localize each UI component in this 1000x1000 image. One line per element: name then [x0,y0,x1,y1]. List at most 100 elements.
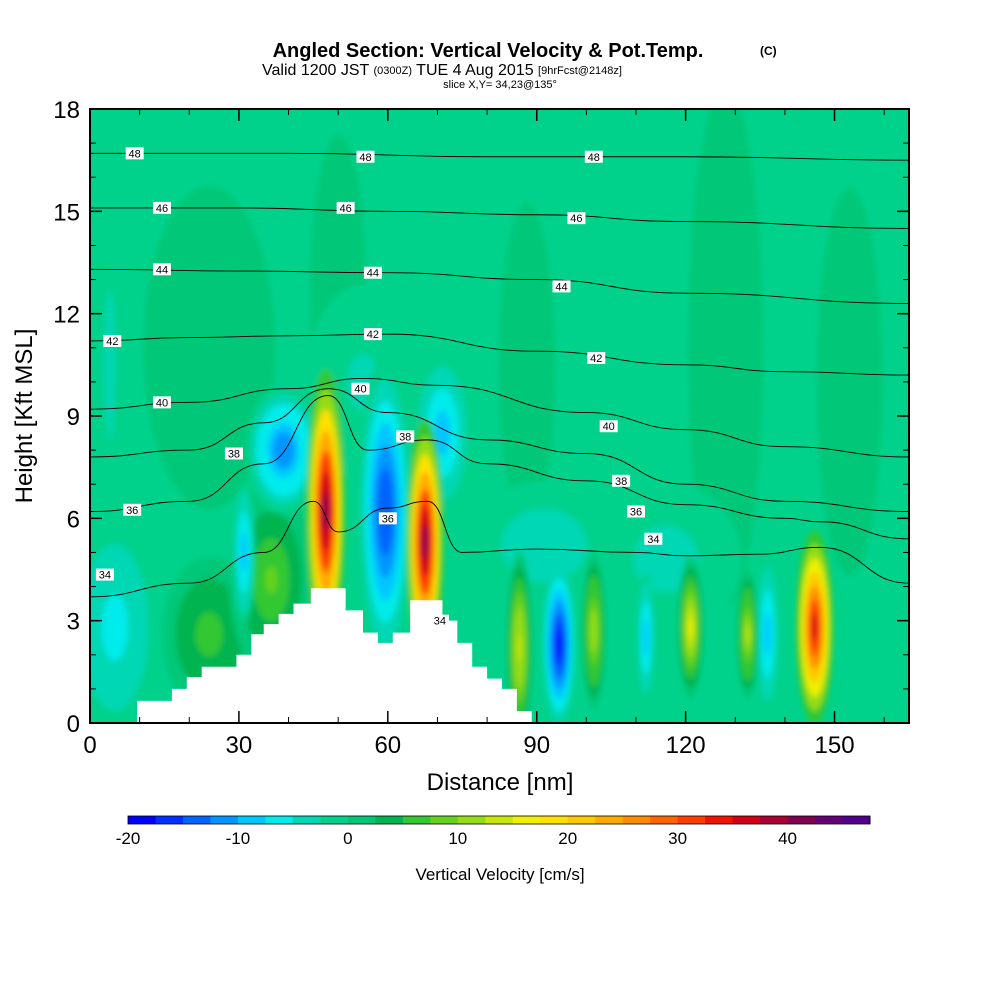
theta-contour-48 [90,152,909,161]
contour-label: 48 [588,152,600,164]
contour-label: 46 [156,203,168,215]
velocity-band [655,548,677,571]
colorbar-swatch [622,816,651,824]
contour-label: 42 [106,336,118,348]
colorbar-swatch [265,816,294,824]
contour-label: 46 [340,203,352,215]
colorbar-swatch [485,816,514,824]
colorbar-swatch [842,816,871,824]
contour-label-box [336,201,355,214]
x-tick-label: 90 [523,732,550,759]
velocity-cell [755,556,780,713]
x-axis-label: Distance [nm] [427,769,574,796]
colorbar-tick-label: 20 [558,829,577,848]
subtitle-run: [9hrFcst@2148z] [538,65,622,77]
contour-label-box [103,334,122,347]
contour-label-box [584,150,603,163]
y-tick-label: 3 [67,609,80,636]
colorbar-swatch [375,816,404,824]
colorbar-swatch [155,816,184,824]
colorbar-swatch [457,816,486,824]
colorbar-tick-label: -20 [116,829,141,848]
colorbar-tick-label: -10 [226,829,251,848]
velocity-band [202,623,216,646]
velocity-band [556,633,562,656]
contour-label-box [152,396,171,409]
velocity-band [522,341,531,388]
velocity-cell [506,550,533,723]
velocity-cell [677,556,704,699]
velocity-band [644,628,648,647]
velocity-band [278,440,289,460]
velocity-cell [143,185,276,510]
contour-label-box [567,212,586,225]
y-tick-label: 12 [53,302,80,329]
contour-label: 40 [354,384,366,396]
velocity-cell [232,481,256,624]
colorbar-tick-label: 10 [448,829,467,848]
contour-label-box [599,420,618,433]
theta-contour-46 [90,207,909,229]
subtitle-utc: (0300Z) [373,65,412,77]
x-tick-label: 150 [815,732,855,759]
contour-label: 38 [615,476,627,488]
chart-title: Angled Section: Vertical Velocity & Pot.… [273,40,704,62]
theta-contour-44 [90,268,909,304]
colorbar: -20 -10 0 10 20 30 40 [116,815,871,848]
subtitle-slice: slice X,Y= 34,23@135° [443,79,557,91]
contour-label-box [351,382,370,395]
y-tick-label: 15 [53,199,80,226]
colorbar-swatch [128,816,156,824]
contour-label: 34 [99,570,111,582]
velocity-band [108,610,122,645]
colorbar-swatch [595,816,624,824]
colorbar-swatch [650,816,679,824]
velocity-band [242,542,246,563]
subtitle-date: TUE 4 Aug 2015 [416,62,534,79]
velocity-cell [581,553,607,709]
velocity-band [381,489,390,534]
velocity-band [719,310,731,385]
contour-label-box [396,430,415,443]
contour-label-box [125,147,144,160]
velocity-band [688,617,693,638]
theta-contours [90,152,909,598]
contour-label: 34 [647,534,659,546]
contour-label: 44 [367,268,379,280]
contour-label: 48 [129,148,141,160]
contour-label-box [95,568,114,581]
contour-label: 36 [126,505,138,517]
velocity-band [265,565,278,594]
velocity-cell [498,202,556,527]
velocity-band [844,354,855,410]
x-tick-label: 60 [374,732,401,759]
theta-contour-42 [90,333,909,376]
contour-label-box [612,474,631,487]
velocity-band [592,619,596,643]
y-tick-label: 0 [67,711,80,738]
contour-label-box [627,505,645,518]
x-tick-label: 120 [666,732,706,759]
velocity-cell [816,187,883,577]
theta-contour-38 [90,388,909,512]
contour-label-box [152,263,171,276]
contour-label: 38 [399,431,411,443]
chart-title-unit: (C) [760,44,777,58]
subtitle-valid: Valid 1200 JST [262,62,370,79]
contour-label: 44 [156,264,168,276]
velocity-band [517,634,522,662]
velocity-cell [543,566,576,723]
colorbar-swatch [292,816,321,824]
colorbar-tick-label: 40 [778,829,797,848]
contour-label: 36 [630,507,642,519]
colorbar-swatch [237,816,266,824]
velocity-band [533,536,555,555]
velocity-cell [90,109,129,624]
contour-label: 40 [156,397,168,409]
colorbar-swatch [320,816,349,824]
velocity-cell [90,510,162,723]
colorbar-swatch [347,816,376,824]
contour-label-box [430,614,449,627]
